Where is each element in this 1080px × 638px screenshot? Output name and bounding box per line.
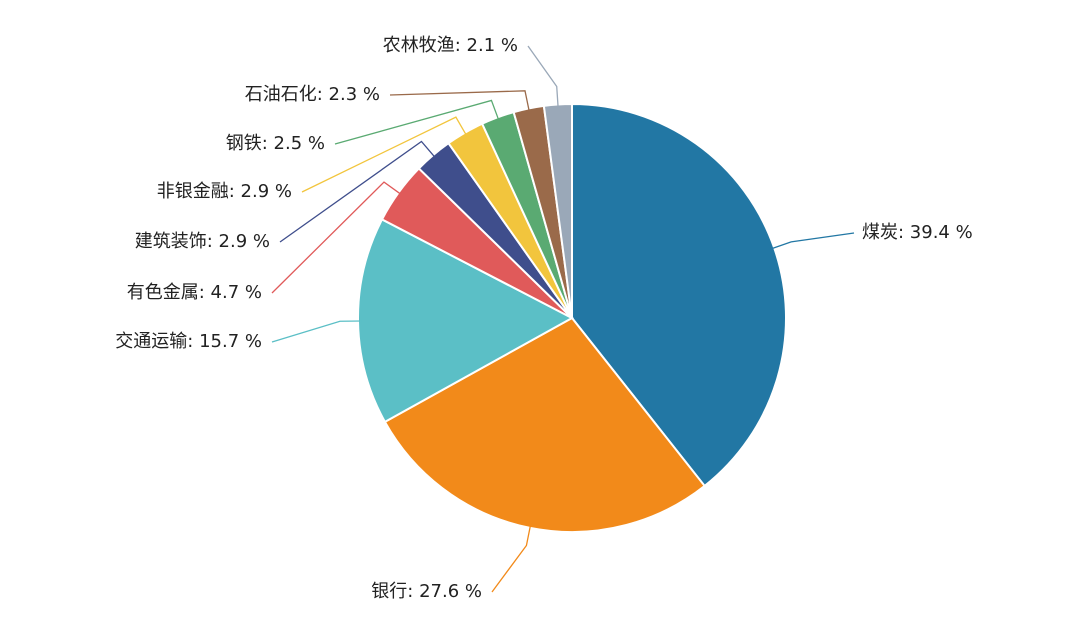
leader-line bbox=[770, 232, 855, 250]
leader-line bbox=[271, 181, 403, 294]
leader-line bbox=[271, 320, 363, 343]
slice-label: 建筑装饰: 2.9 % bbox=[135, 231, 270, 252]
slice-label: 煤炭: 39.4 % bbox=[862, 222, 973, 243]
leader-line bbox=[334, 99, 500, 145]
leader-line bbox=[279, 140, 437, 243]
leader-line bbox=[301, 116, 468, 193]
slice-label: 钢铁: 2.5 % bbox=[226, 133, 325, 154]
leader-line bbox=[389, 90, 531, 113]
leader-line bbox=[527, 45, 559, 109]
slice-label: 交通运输: 15.7 % bbox=[115, 331, 262, 352]
slice-label: 银行: 27.6 % bbox=[371, 581, 482, 602]
slice-label: 农林牧渔: 2.1 % bbox=[383, 35, 518, 56]
slice-label: 石油石化: 2.3 % bbox=[245, 84, 380, 105]
slice-label: 有色金属: 4.7 % bbox=[127, 282, 262, 303]
leader-line bbox=[491, 523, 532, 593]
slice-label: 非银金融: 2.9 % bbox=[157, 181, 292, 202]
